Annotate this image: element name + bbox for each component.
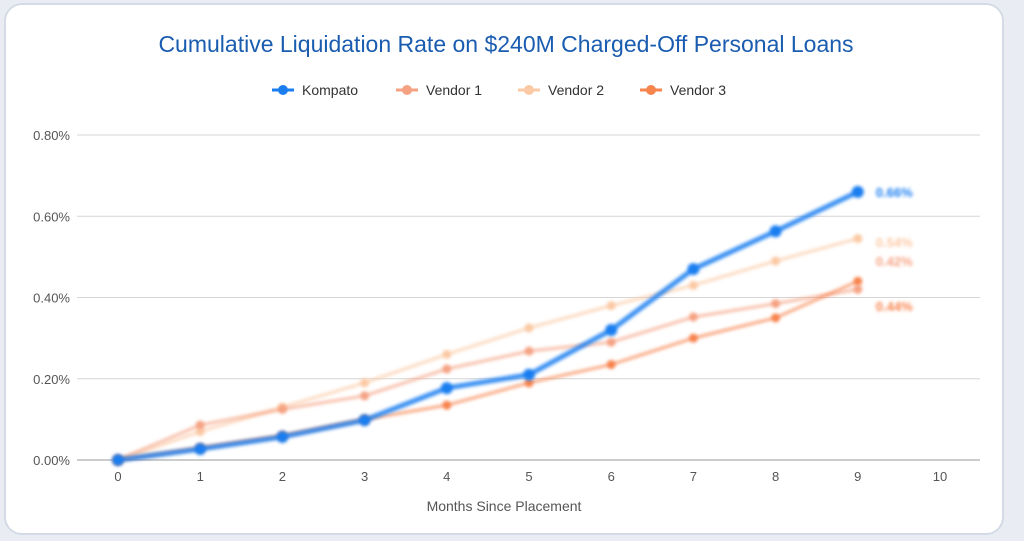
x-tick-label: 0 (114, 469, 121, 484)
series-line (117, 189, 859, 463)
data-point (688, 280, 698, 290)
legend-marker (524, 85, 534, 95)
data-point (195, 420, 205, 430)
data-point (442, 400, 452, 410)
legend-label: Kompato (302, 82, 358, 98)
x-tick-label: 8 (772, 469, 779, 484)
x-tick-label: 2 (279, 469, 286, 484)
series-line (117, 237, 859, 462)
data-point (606, 360, 616, 370)
data-point (771, 256, 781, 266)
data-point (523, 368, 535, 381)
data-point (440, 382, 453, 395)
data-point (605, 324, 618, 336)
data-point (771, 313, 781, 323)
data-point (851, 185, 864, 198)
data-point (688, 333, 698, 343)
legend-item: Vendor 2 (518, 82, 604, 98)
end-data-label: 0.44% (876, 299, 913, 314)
legend-label: Vendor 2 (548, 82, 604, 98)
series-vendor-1: 0.42% (113, 254, 913, 465)
end-data-label: 0.66% (876, 185, 913, 200)
x-tick-label: 5 (525, 469, 532, 484)
y-tick-label: 0.20% (33, 372, 70, 387)
x-tick-label: 7 (690, 469, 697, 484)
legend-item: Vendor 3 (640, 82, 726, 98)
data-point (606, 301, 616, 311)
end-data-label: 0.42% (876, 254, 913, 269)
data-point (853, 284, 863, 294)
data-point (112, 454, 124, 466)
y-tick-label: 0.00% (33, 453, 70, 468)
end-data-label: 0.54% (876, 235, 913, 250)
legend-label: Vendor 3 (670, 82, 726, 98)
legend-marker (646, 85, 656, 95)
x-tick-label: 9 (854, 469, 861, 484)
data-point (771, 299, 781, 309)
legend-item: Vendor 1 (396, 82, 482, 98)
data-point (360, 378, 370, 388)
data-point (276, 430, 289, 443)
data-point (277, 404, 287, 414)
data-point (194, 443, 207, 456)
data-point (524, 346, 534, 356)
data-point (442, 364, 452, 374)
data-point (195, 427, 205, 437)
data-point (687, 263, 700, 276)
legend-marker (278, 85, 288, 95)
data-point (769, 225, 782, 238)
chart-title: Cumulative Liquidation Rate on $240M Cha… (158, 31, 854, 57)
legend-label: Vendor 1 (426, 82, 482, 98)
x-tick-label: 4 (443, 469, 450, 484)
x-axis-label: Months Since Placement (427, 498, 582, 514)
chart-card: Cumulative Liquidation Rate on $240M Cha… (4, 3, 1004, 535)
data-point (853, 276, 863, 286)
data-point (358, 414, 371, 427)
data-point (606, 337, 616, 347)
data-point (853, 234, 863, 244)
legend-marker (402, 85, 412, 95)
series-vendor-2: 0.54% (113, 234, 913, 465)
y-tick-label: 0.60% (33, 209, 70, 224)
data-point (524, 378, 534, 388)
legend-item: Kompato (272, 82, 358, 98)
x-tick-label: 3 (361, 469, 368, 484)
series-vendor-3: 0.44% (113, 276, 913, 465)
data-point (360, 391, 370, 401)
x-tick-label: 1 (197, 469, 204, 484)
y-tick-label: 0.40% (33, 291, 70, 306)
data-point (524, 323, 534, 333)
series-kompato: 0.66% (112, 185, 913, 466)
x-tick-label: 10 (933, 469, 947, 484)
y-tick-label: 0.80% (33, 128, 70, 143)
x-tick-label: 6 (608, 469, 615, 484)
series-line (117, 287, 859, 462)
data-point (442, 349, 452, 359)
data-point (688, 312, 698, 322)
